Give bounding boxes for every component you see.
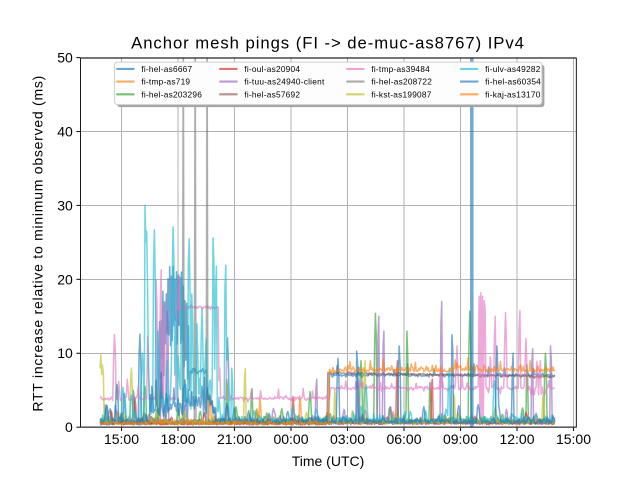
svg-text:18:00: 18:00 [160, 431, 195, 447]
svg-text:fi-tmp-as719: fi-tmp-as719 [141, 77, 190, 87]
svg-text:fi-hel-as6667: fi-hel-as6667 [141, 64, 192, 74]
svg-text:21:00: 21:00 [217, 431, 252, 447]
svg-text:Anchor mesh pings (FI -> de-mu: Anchor mesh pings (FI -> de-muc-as8767) … [131, 34, 525, 53]
svg-text:fi-hel-as60354: fi-hel-as60354 [485, 77, 541, 87]
svg-text:00:00: 00:00 [273, 431, 308, 447]
svg-text:30: 30 [57, 197, 73, 213]
svg-text:40: 40 [57, 123, 73, 139]
svg-text:0: 0 [65, 419, 73, 435]
svg-text:fi-kst-as199087: fi-kst-as199087 [371, 89, 431, 99]
svg-text:06:00: 06:00 [386, 431, 421, 447]
svg-text:fi-hel-as203296: fi-hel-as203296 [141, 89, 202, 99]
svg-text:RTT increase relative to minim: RTT increase relative to minimum observe… [29, 75, 45, 412]
svg-text:15:00: 15:00 [104, 431, 139, 447]
svg-text:03:00: 03:00 [330, 431, 365, 447]
svg-text:12:00: 12:00 [499, 431, 534, 447]
svg-text:09:00: 09:00 [443, 431, 478, 447]
svg-text:50: 50 [57, 50, 73, 66]
svg-text:10: 10 [57, 345, 73, 361]
svg-text:Time (UTC): Time (UTC) [292, 453, 365, 469]
svg-text:fi-tuu-as24940-client: fi-tuu-as24940-client [244, 77, 325, 87]
svg-text:fi-oul-as20904: fi-oul-as20904 [244, 64, 300, 74]
svg-text:15:00: 15:00 [556, 431, 591, 447]
svg-text:fi-hel-as57692: fi-hel-as57692 [244, 89, 300, 99]
svg-text:fi-hel-as208722: fi-hel-as208722 [371, 77, 432, 87]
svg-text:20: 20 [57, 271, 73, 287]
svg-text:fi-tmp-as39484: fi-tmp-as39484 [371, 64, 430, 74]
svg-text:fi-ulv-as49282: fi-ulv-as49282 [485, 64, 541, 74]
svg-text:fi-kaj-as13170: fi-kaj-as13170 [485, 89, 541, 99]
